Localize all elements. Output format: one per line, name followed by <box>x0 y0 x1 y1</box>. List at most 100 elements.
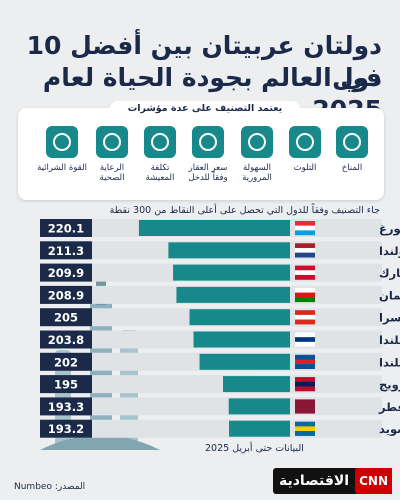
flag-stripe <box>295 319 315 325</box>
bar <box>189 309 290 326</box>
flag-stripe <box>295 377 315 382</box>
flag-stripe <box>295 287 315 293</box>
indicator-label: المناخ <box>341 163 363 173</box>
value-box <box>40 241 92 260</box>
bar <box>229 420 290 437</box>
value-box <box>40 308 92 327</box>
indicator-label: تكلفة المعيشة <box>145 163 175 183</box>
value-box <box>40 397 92 416</box>
bar <box>199 353 290 370</box>
category-label: قطر <box>378 400 400 414</box>
bar <box>193 331 290 348</box>
flag-stripe <box>295 252 315 258</box>
title-line: دولتان عربيتان بين أفضل 10 دول <box>26 31 382 92</box>
indicator-label: الرعاية الصحية <box>99 163 125 183</box>
category-label: فنلندا <box>379 333 400 347</box>
indicator-glyph <box>296 133 314 151</box>
indicator-icon <box>144 126 176 158</box>
indicator-glyph <box>53 133 71 151</box>
value-label: 208.9 <box>48 288 84 302</box>
category-label: هولندا <box>379 244 400 259</box>
flag-stripe <box>295 354 315 360</box>
flag-stripe <box>295 399 315 405</box>
flag-stripe <box>295 270 315 276</box>
flag-stripe <box>295 243 315 249</box>
flag-stripe <box>295 297 315 303</box>
flag-stripe <box>295 230 315 236</box>
value-label: 220.1 <box>48 222 84 236</box>
value-label: 205 <box>54 311 78 325</box>
flag-stripe <box>295 404 315 409</box>
value-box <box>40 375 92 394</box>
indicator-icon <box>289 126 321 158</box>
flag-stripe <box>295 337 315 343</box>
source: المصدر: Numbeo <box>14 482 86 492</box>
brand: الاقتصادية <box>279 473 350 489</box>
category-label: أيسلندا <box>379 354 400 369</box>
category-label: لوكسمبورغ <box>379 222 400 237</box>
flag-stripe <box>295 408 315 414</box>
flag-stripe <box>295 292 315 298</box>
flag-stripe <box>295 431 315 436</box>
bar <box>168 242 290 259</box>
category-label: سويسرا <box>379 311 400 326</box>
indicator-label: التلوث <box>293 163 317 173</box>
flag-stripe <box>295 359 315 365</box>
value-label: 209.9 <box>48 266 84 280</box>
indicator-label: السهولة المرورية <box>242 163 272 183</box>
indicator-label: القوة الشرائية <box>37 163 87 173</box>
indicator-glyph <box>248 133 266 151</box>
flag-stripe <box>295 421 315 427</box>
value-box <box>40 219 92 237</box>
date-note: البيانات حتى أبريل 2025 <box>205 443 304 454</box>
logo: الاقتصادية CNN <box>273 468 392 494</box>
value-label: 202 <box>54 355 78 369</box>
flag-stripe <box>295 221 315 226</box>
flag-stripe <box>295 265 315 271</box>
bar <box>173 264 290 281</box>
indicator-icon <box>241 126 273 158</box>
value-box <box>40 263 92 282</box>
category-label: الدنمارك <box>379 266 400 280</box>
flag-stripe <box>295 332 315 338</box>
category-label: سلطنة عُمان <box>379 288 400 302</box>
flag-stripe <box>295 225 315 231</box>
flag-stripe <box>295 314 315 320</box>
flag-stripe <box>295 274 315 280</box>
flag-stripe <box>295 381 315 387</box>
category-label: النرويج <box>379 378 400 393</box>
indicator-glyph <box>103 133 121 151</box>
category-label: السويد <box>379 422 400 437</box>
flag-stripe <box>295 386 315 392</box>
indicator-icon <box>192 126 224 158</box>
value-label: 211.3 <box>48 244 84 258</box>
bar <box>228 398 290 415</box>
chart-note: جاء التصنيف وفقاً للدول التي تحصل على أع… <box>109 205 380 216</box>
flag-stripe <box>295 310 315 316</box>
value-label: 195 <box>54 378 78 392</box>
cnn-logo: CNN <box>355 468 392 494</box>
value-box <box>40 285 92 304</box>
indicator-glyph <box>343 133 361 151</box>
indicator-icon <box>336 126 368 158</box>
bar <box>176 286 290 303</box>
indicator-glyph <box>151 133 169 151</box>
indicator-glyph <box>199 133 217 151</box>
value-label: 193.2 <box>48 422 84 436</box>
bar <box>138 220 290 236</box>
indicator-icon <box>96 126 128 158</box>
indicator-label: سعر العقار وفقاً للدخل <box>188 163 228 183</box>
flag-stripe <box>295 247 315 253</box>
value-box <box>40 419 92 438</box>
value-box <box>40 330 92 349</box>
flag-stripe <box>295 364 315 369</box>
flag-stripe <box>295 426 315 432</box>
bar <box>223 376 290 393</box>
value-box <box>40 352 92 371</box>
flag-stripe <box>295 341 315 347</box>
indicator-icon <box>46 126 78 158</box>
indicator-heading: يعتمد التصنيف على عدة مؤشرات <box>110 101 300 117</box>
value-label: 193.3 <box>48 400 84 414</box>
